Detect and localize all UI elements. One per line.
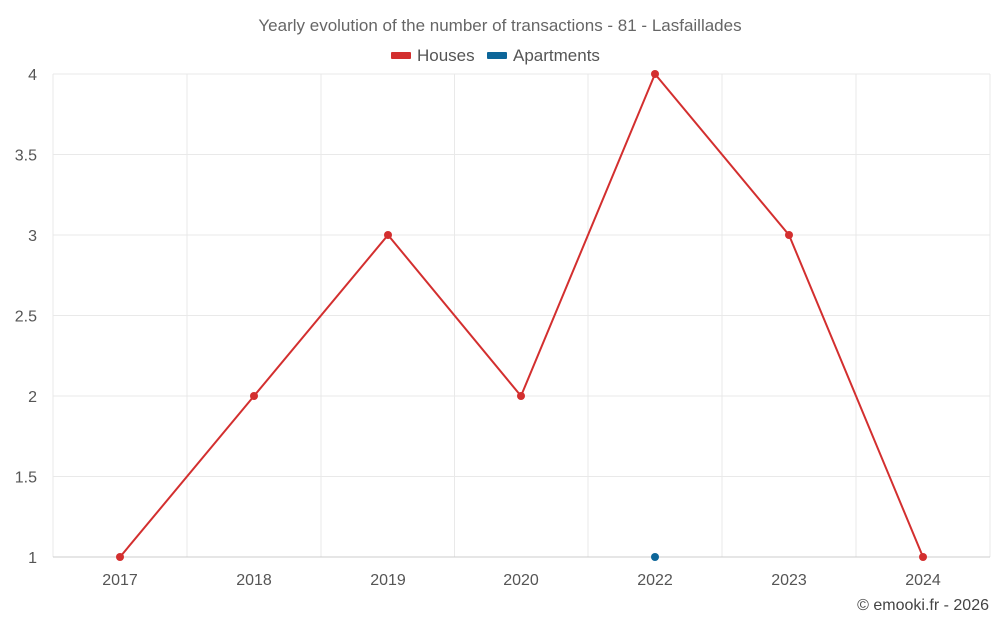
series-houses bbox=[116, 70, 927, 561]
grid bbox=[52, 73, 991, 558]
x-tick-label: 2017 bbox=[102, 572, 138, 589]
chart-title: Yearly evolution of the number of transa… bbox=[258, 16, 741, 35]
legend-item-apartments[interactable]: Apartments bbox=[487, 46, 600, 65]
series-apartments bbox=[651, 553, 659, 561]
y-tick-label: 3.5 bbox=[15, 148, 37, 165]
x-tick-label: 2024 bbox=[905, 572, 941, 589]
data-point-houses[interactable] bbox=[116, 553, 124, 561]
data-point-houses[interactable] bbox=[919, 553, 927, 561]
x-tick-label: 2023 bbox=[771, 572, 807, 589]
y-tick-label: 1 bbox=[28, 550, 37, 567]
legend-label-apartments: Apartments bbox=[513, 46, 600, 65]
y-tick-label: 2 bbox=[28, 389, 37, 406]
legend-item-houses[interactable]: Houses bbox=[391, 46, 475, 65]
x-tick-label: 2020 bbox=[503, 572, 539, 589]
x-tick-label: 2019 bbox=[370, 572, 406, 589]
x-tick-label: 2018 bbox=[236, 572, 272, 589]
y-axis-ticks: 1 1.5 2 2.5 3 3.5 4 bbox=[15, 67, 37, 567]
credit-text: © emooki.fr - 2026 bbox=[857, 597, 989, 614]
data-point-houses[interactable] bbox=[785, 231, 793, 239]
x-tick-label: 2022 bbox=[637, 572, 673, 589]
legend[interactable]: Houses Apartments bbox=[391, 46, 600, 65]
y-tick-label: 1.5 bbox=[15, 470, 37, 487]
y-tick-label: 4 bbox=[28, 67, 37, 84]
x-axis-ticks: 2017 2018 2019 2020 2022 2023 2024 bbox=[102, 572, 941, 589]
data-point-houses[interactable] bbox=[384, 231, 392, 239]
data-point-apartments[interactable] bbox=[651, 553, 659, 561]
y-tick-label: 2.5 bbox=[15, 309, 37, 326]
legend-swatch-houses bbox=[391, 52, 411, 59]
data-point-houses[interactable] bbox=[250, 392, 258, 400]
legend-swatch-apartments bbox=[487, 52, 507, 59]
series-layer bbox=[116, 70, 927, 561]
legend-label-houses: Houses bbox=[417, 46, 475, 65]
data-point-houses[interactable] bbox=[517, 392, 525, 400]
y-tick-label: 3 bbox=[28, 228, 37, 245]
data-point-houses[interactable] bbox=[651, 70, 659, 78]
